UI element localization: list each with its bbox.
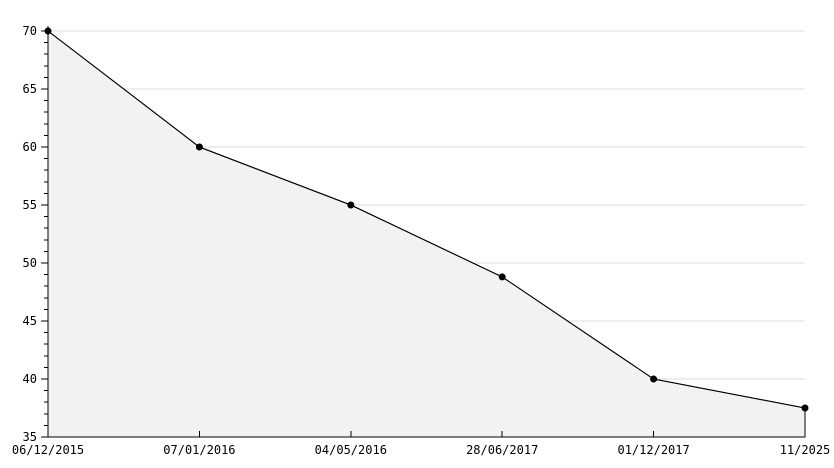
series-line	[47, 30, 806, 409]
y-tick-label: 50	[23, 256, 37, 270]
data-point-marker	[44, 27, 52, 35]
y-tick-label: 70	[23, 24, 37, 38]
x-tick-label: 06/12/2015	[12, 443, 84, 457]
data-point-marker	[195, 143, 203, 151]
x-tick-label: 01/12/2017	[617, 443, 689, 457]
y-tick-label: 35	[23, 430, 37, 444]
y-tick-label: 40	[23, 372, 37, 386]
data-point-marker	[347, 201, 355, 209]
data-point-marker	[498, 273, 506, 281]
y-tick-label: 60	[23, 140, 37, 154]
x-tick-label: 11/2025	[780, 443, 831, 457]
data-point-marker	[650, 375, 658, 383]
y-tick-label: 45	[23, 314, 37, 328]
x-tick-label: 28/06/2017	[466, 443, 538, 457]
data-point-marker	[801, 404, 809, 412]
x-tick-label: 07/01/2016	[163, 443, 235, 457]
x-tick-label: 04/05/2016	[315, 443, 387, 457]
y-tick-label: 65	[23, 82, 37, 96]
y-tick-label: 55	[23, 198, 37, 212]
